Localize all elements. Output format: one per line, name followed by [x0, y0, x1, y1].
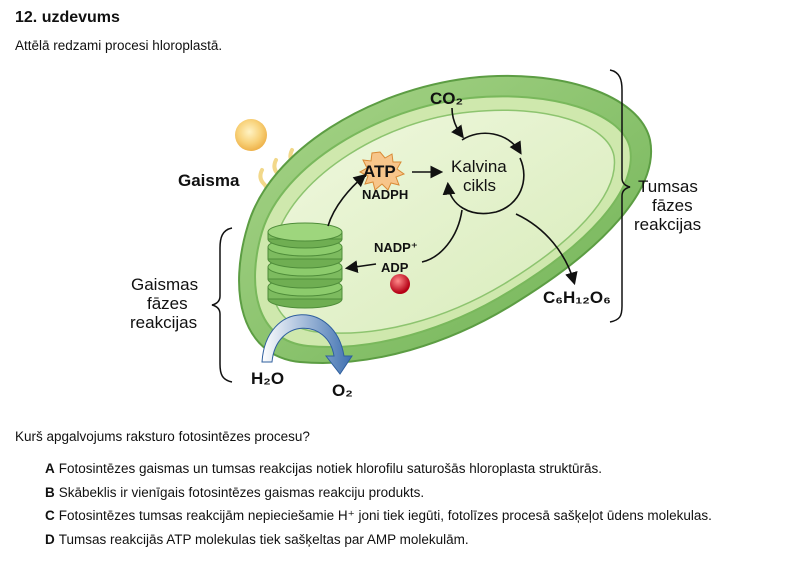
option-letter: C [45, 508, 55, 523]
option-text: Skābeklis ir vienīgais fotosintēzes gais… [58, 484, 425, 500]
dark-phase-label-line3: reakcijas [634, 215, 701, 234]
task-title: 12. uzdevums [15, 9, 120, 26]
adp-label: ADP [381, 260, 409, 275]
calvin-to-nadp-arrow [421, 209, 463, 263]
chloroplast-diagram: CO₂ ATP NADPH Kalvina cikls NADP⁺ ADP Ga… [130, 69, 701, 400]
grana-stack [267, 222, 343, 309]
atp-label: ATP [363, 162, 396, 181]
calvin-label-line2: cikls [463, 176, 496, 195]
dark-phase-bracket [609, 69, 631, 323]
glucose-arrow [515, 213, 578, 286]
option-c[interactable]: C Fotosintēzes tumsas reakcijām nepiecieš… [45, 504, 712, 528]
sun-icon [235, 119, 267, 151]
answer-options: A Fotosintēzes gaismas un tumsas reakcija… [45, 457, 712, 551]
option-d[interactable]: D Tumsas reakcijās ATP molekulas tiek saš… [45, 528, 712, 552]
light-label: Gaisma [178, 171, 240, 190]
dark-phase-label-line1: Tumsas [638, 177, 698, 196]
calvin-cycle-arrow-2 [461, 132, 522, 155]
co2-label: CO₂ [430, 89, 463, 108]
light-phase-label-line2: fāzes [147, 294, 188, 313]
option-a[interactable]: A Fotosintēzes gaismas un tumsas reakcija… [45, 457, 712, 481]
grana-to-atp-arrow [327, 173, 367, 227]
task-intro: Attēlā redzami procesi hloroplastā. [15, 38, 223, 53]
water-label: H₂O [251, 369, 284, 388]
option-b[interactable]: B Skābeklis ir vienīgais fotosintēzes gai… [45, 481, 712, 505]
question-text: Kurš apgalvojums raksturo fotosintēzes p… [15, 429, 310, 444]
glucose-label: C₆H₁₂O₆ [543, 288, 611, 307]
nadp-to-grana-arrow [344, 260, 377, 273]
light-phase-label-line3: reakcijas [130, 313, 197, 332]
atp-burst [358, 151, 406, 191]
option-letter: A [45, 461, 55, 476]
calvin-cycle-arrow [442, 157, 525, 215]
oxygen-label: O₂ [332, 381, 353, 400]
option-text: Tumsas reakcijās ATP molekulas tiek sašķ… [58, 531, 469, 547]
option-text: Fotosintēzes gaismas un tumsas reakcijas… [58, 461, 602, 476]
option-letter: D [45, 531, 55, 547]
light-phase-label-line1: Gaismas [131, 275, 198, 294]
light-phase-bracket [211, 227, 233, 383]
calvin-label-line1: Kalvina [451, 157, 507, 176]
nadph-label: NADPH [362, 187, 408, 202]
dark-phase-label-line2: fāzes [652, 196, 693, 215]
nadp-label: NADP⁺ [374, 240, 418, 255]
option-letter: B [45, 484, 55, 500]
option-text: Fotosintēzes tumsas reakcijām nepiecieša… [58, 508, 712, 523]
water-oxygen-arrow [261, 314, 353, 375]
co2-arrow [451, 107, 464, 139]
nadp-molecule [390, 274, 410, 294]
